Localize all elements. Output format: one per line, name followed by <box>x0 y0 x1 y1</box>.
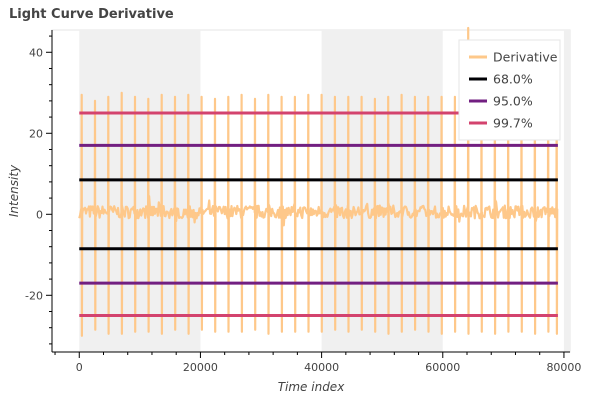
y-tick-label: -20 <box>25 289 43 302</box>
y-tick-label: 0 <box>36 208 43 221</box>
x-tick-label: 60000 <box>425 361 460 374</box>
y-axis-label: Intensity <box>7 164 21 217</box>
x-axis-label: Time index <box>278 380 345 394</box>
legend-label: Derivative <box>493 50 558 65</box>
legend: Derivative 68.0% 95.0% 99.7% <box>458 39 561 141</box>
x-tick-label: 20000 <box>183 361 218 374</box>
x-tick-label: 40000 <box>304 361 339 374</box>
axes: 0 20000 40000 60000 80000 -20 0 20 40 <box>25 30 581 374</box>
y-tick-label: 20 <box>29 127 43 140</box>
x-tick-label: 80000 <box>546 361 581 374</box>
chart-title: Light Curve Derivative <box>9 7 174 22</box>
legend-label: 68.0% <box>493 72 533 87</box>
legend-label: 95.0% <box>493 94 533 109</box>
x-tick-label: 0 <box>76 361 83 374</box>
shaded-band <box>321 30 443 352</box>
legend-label: 99.7% <box>493 116 533 131</box>
shaded-bands <box>79 30 570 352</box>
shaded-band <box>563 30 570 352</box>
shaded-band <box>79 30 201 352</box>
y-tick-label: 40 <box>29 46 43 59</box>
derivative-line <box>78 26 559 337</box>
